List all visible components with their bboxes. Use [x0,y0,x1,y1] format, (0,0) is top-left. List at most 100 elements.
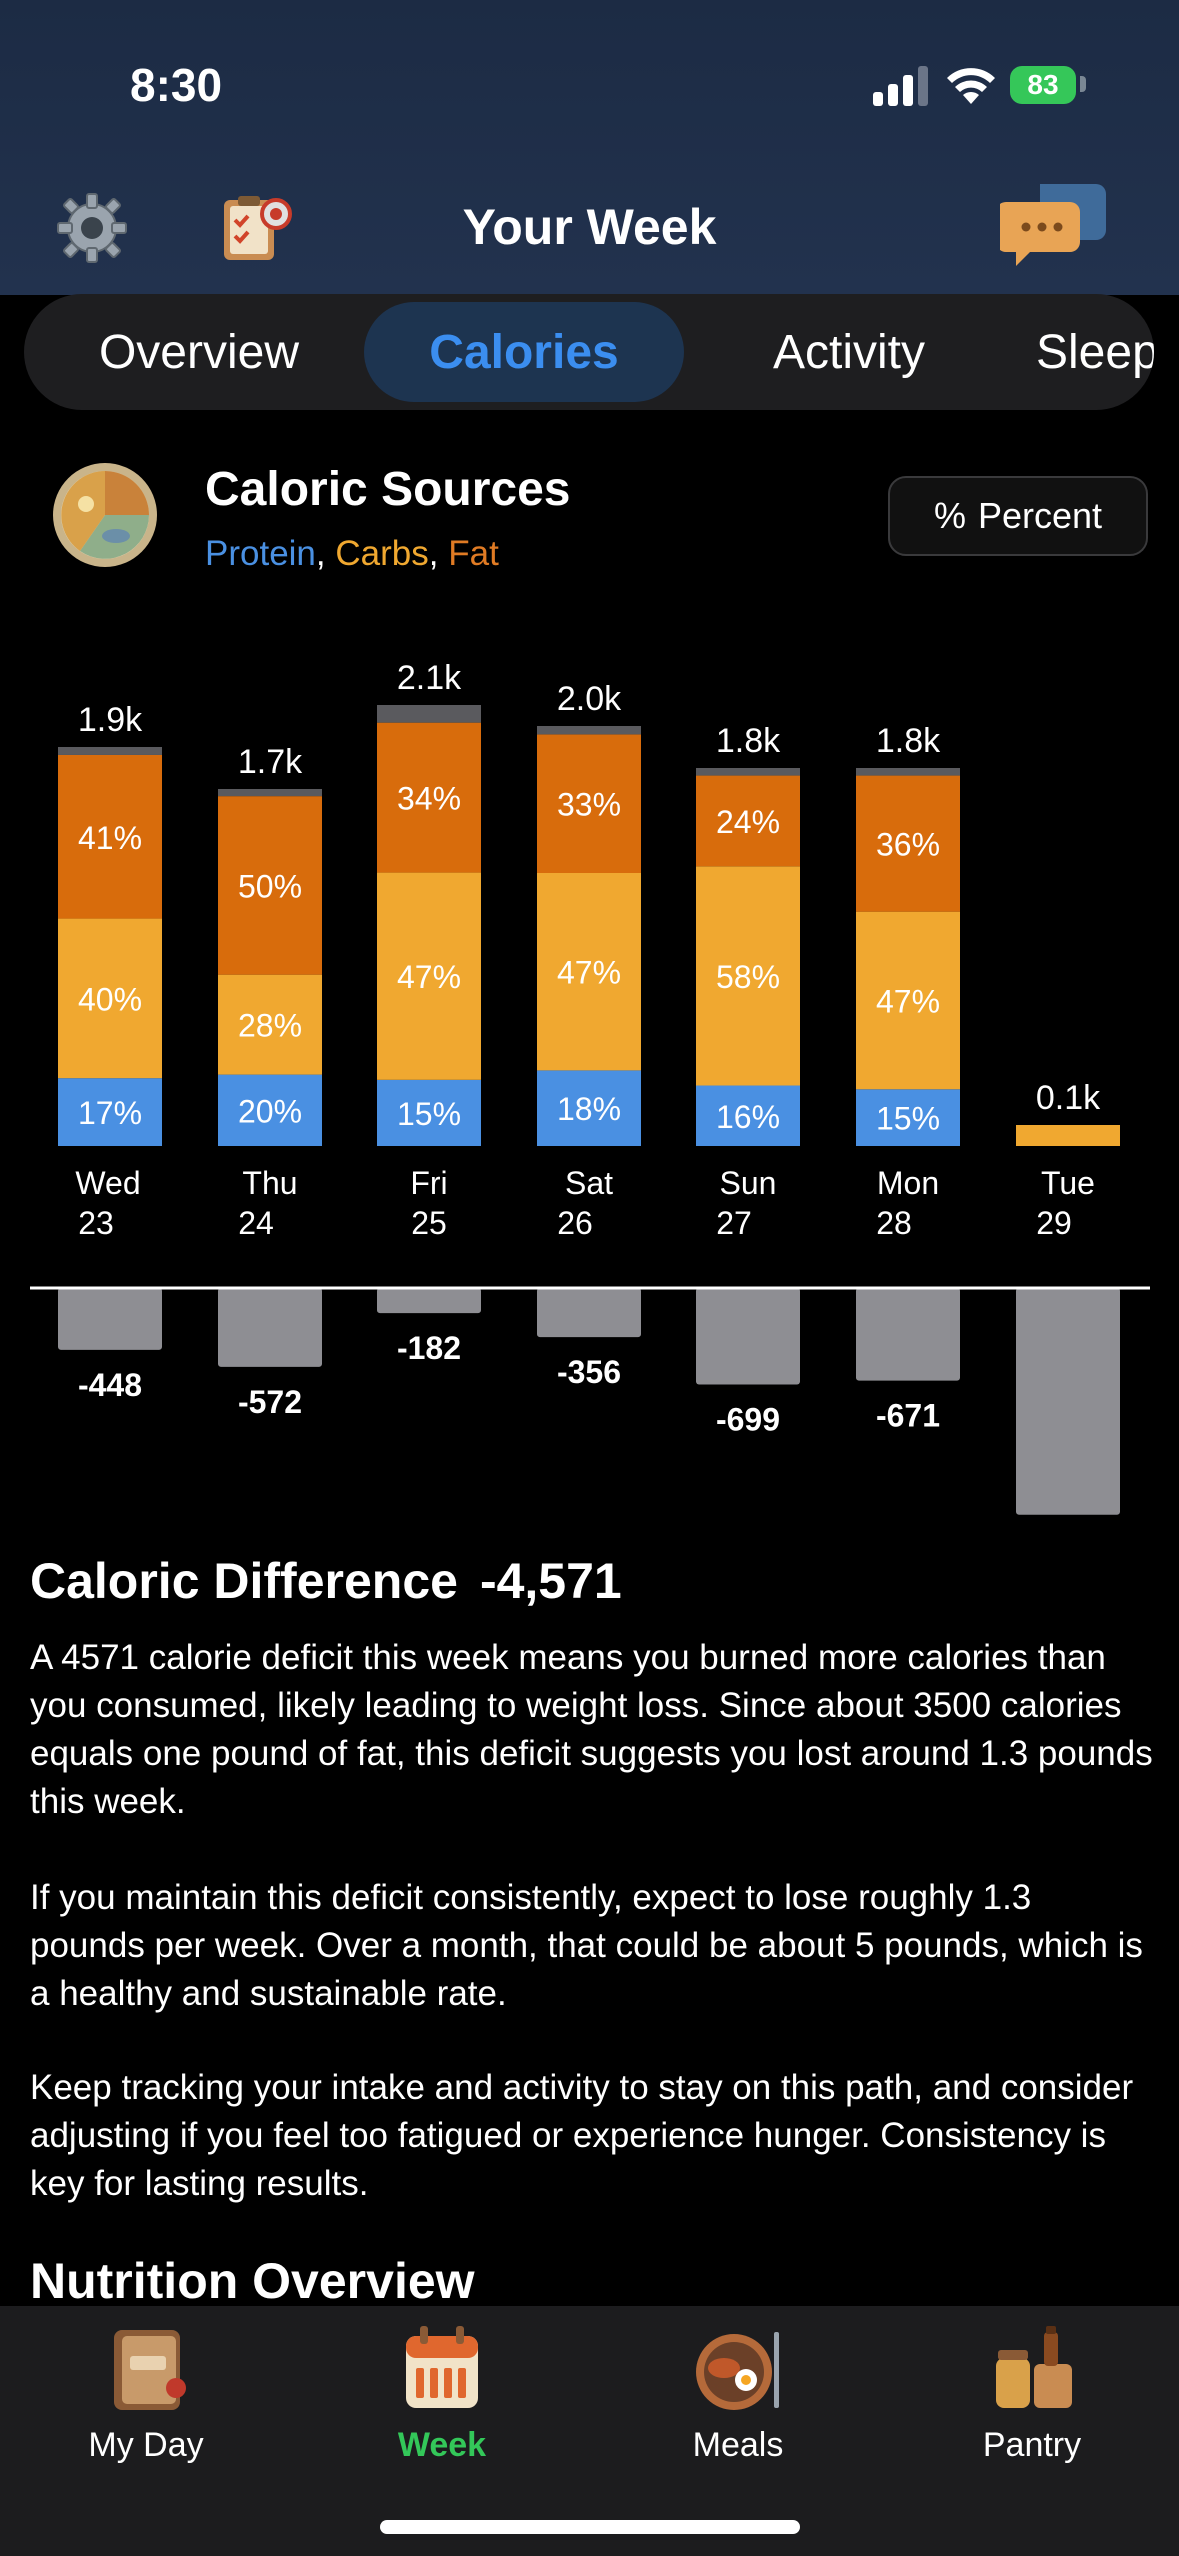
bar-total-label: 1.8k [716,722,781,760]
bar-percent-label: 33% [557,787,621,823]
bar-segment-other [856,768,960,776]
summary-paragraph-2: If you maintain this deficit consistentl… [30,1878,1143,2013]
bar-segment-protein [537,1070,641,1146]
bar-segment-other [58,747,162,755]
bar-percent-label: 18% [557,1091,621,1127]
bar-percent-label: 36% [876,827,940,863]
bar-percent-label: 41% [78,820,142,856]
day-name-label: Thu [242,1165,297,1201]
bar-total-label: 1.7k [238,743,303,781]
summary-paragraph-1: A 4571 calorie deficit this week means y… [30,1638,1153,1821]
bar-segment-protein [856,1089,960,1146]
gear-icon[interactable] [56,192,128,264]
tab-bar [0,2306,1179,2556]
bar-segment-other [218,789,322,797]
tab-calories[interactable]: Calories [364,302,684,402]
macro-legend: Protein, Carbs, Fat [205,534,499,574]
difference-value-label: -699 [716,1401,780,1437]
bar-segment-carbs [856,911,960,1090]
bar-percent-label: 20% [238,1093,302,1129]
bar-segment-carbs [1016,1125,1120,1146]
percent-toggle-button[interactable]: % Percent [888,476,1148,556]
difference-bar [537,1288,641,1338]
bar-percent-label: 15% [397,1096,461,1132]
caloric-difference-heading: Caloric Difference -4,571 [30,1552,622,1610]
bar-segment-carbs [696,866,800,1086]
goals-clipboard-icon[interactable] [218,190,294,266]
chat-icon[interactable] [1000,176,1110,272]
day-number-label: 29 [1036,1205,1072,1241]
percent-label: Percent [977,495,1103,536]
day-number-label: 23 [78,1205,114,1241]
tab-sleep[interactable]: Sleep [1036,325,1154,379]
nav-my-day[interactable]: My Day [26,2318,266,2465]
nav-week[interactable]: Week [322,2318,562,2465]
difference-value-label: -448 [78,1367,142,1403]
legend-separator: , [315,534,326,573]
difference-bar [218,1288,322,1367]
difference-bar [58,1288,162,1350]
summary-paragraph-3: Keep tracking your intake and activity t… [30,2068,1134,2203]
bar-percent-label: 16% [716,1099,780,1135]
home-indicator [380,2520,800,2534]
bar-percent-label: 34% [397,781,461,817]
bar-segment-fat [696,775,800,867]
bar-segment-protein [696,1085,800,1146]
bar-segment-carbs [218,974,322,1075]
legend-carbs: Carbs [335,534,429,573]
bar-segment-other [696,768,800,776]
bar-percent-label: 47% [876,983,940,1019]
bar-total-label: 2.1k [397,659,462,697]
nav-label-pantry: Pantry [982,2426,1082,2464]
bar-percent-label: 58% [716,959,780,995]
difference-bar [377,1288,481,1314]
day-name-label: Wed [75,1165,140,1201]
nav-label-week: Week [397,2426,487,2464]
difference-value-label: -572 [238,1384,302,1420]
day-name-label: Mon [877,1165,939,1201]
bar-total-label: 2.0k [557,680,622,718]
percent-icon: % [933,495,966,536]
difference-value-label: -356 [557,1354,621,1390]
nav-label-meals: Meals [692,2426,784,2464]
nav-meals[interactable]: Meals [618,2318,858,2465]
bar-segment-carbs [58,918,162,1079]
day-number-label: 27 [716,1205,752,1241]
nav-pantry[interactable]: Pantry [912,2318,1152,2465]
bar-segment-fat [856,775,960,912]
tab-overview[interactable]: Overview [98,325,300,379]
bar-segment-fat [218,796,322,975]
bar-total-label: 1.9k [78,701,143,739]
bar-total-label: 0.1k [1036,1079,1101,1117]
bar-segment-other [377,705,481,723]
bar-segment-carbs [537,873,641,1071]
plate-icon [696,2332,779,2410]
caloric-difference-label: Caloric Difference [30,1553,458,1609]
caloric-difference-value: -4,571 [479,1553,622,1609]
legend-separator: , [428,534,439,573]
nav-label-my-day: My Day [88,2426,204,2464]
battery-tip [1080,76,1086,92]
bar-segment-fat [377,722,481,873]
calendar-icon [406,2326,478,2408]
top-header: 8:30 83 Your Week [0,0,1179,295]
food-plate-icon [53,463,157,567]
bar-percent-label: 24% [716,804,780,840]
difference-bar [1016,1288,1120,1515]
bar-percent-label: 47% [557,955,621,991]
bar-percent-label: 50% [238,868,302,904]
segment-tabs: Overview Calories Activity Sleep [24,294,1154,410]
cellular-signal-icon [873,66,928,106]
diary-icon [114,2330,186,2410]
bar-total-label: 1.8k [876,722,941,760]
day-number-label: 25 [411,1205,447,1241]
difference-bar [696,1288,800,1385]
difference-bar [856,1288,960,1381]
day-name-label: Tue [1041,1165,1095,1201]
day-number-label: 28 [876,1205,912,1241]
day-number-label: 24 [238,1205,274,1241]
bar-segment-fat [537,734,641,873]
caloric-sources-chart: 17% 40% 41% 1.9k Wed 23 -448 20% 28% 50% 1.7k Thu 24… [30,659,1150,1515]
tab-activity[interactable]: Activity [772,325,925,379]
bar-percent-label: 40% [78,981,142,1017]
